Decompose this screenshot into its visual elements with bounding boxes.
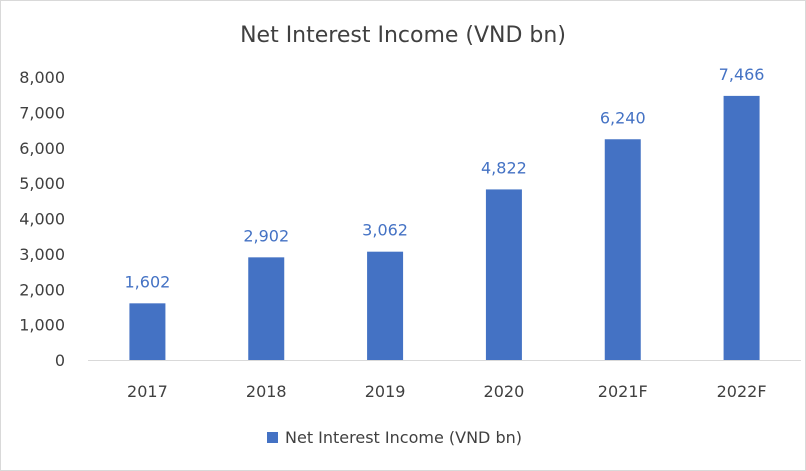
- legend-swatch: [267, 432, 278, 443]
- y-tick-label: 4,000: [19, 210, 65, 229]
- data-label: 2,902: [243, 226, 289, 245]
- bar: [723, 95, 760, 360]
- x-axis: 2017 2018 2019 2020 2021F 2022F: [127, 382, 766, 401]
- bar: [604, 139, 641, 360]
- bar: [485, 189, 522, 360]
- data-label: 3,062: [362, 221, 408, 240]
- chart-title: Net Interest Income (VND bn): [240, 23, 566, 48]
- bar: [248, 257, 285, 360]
- bar: [367, 251, 404, 360]
- y-tick-label: 8,000: [19, 68, 65, 87]
- data-label: 7,466: [719, 65, 765, 84]
- data-label: 6,240: [600, 108, 646, 127]
- legend: Net Interest Income (VND bn): [267, 428, 522, 447]
- y-tick-label: 5,000: [19, 174, 65, 193]
- data-label: 4,822: [481, 158, 527, 177]
- x-tick-label: 2018: [246, 382, 287, 401]
- y-tick-label: 0: [55, 351, 65, 370]
- x-tick-label: 2022F: [717, 382, 767, 401]
- x-tick-label: 2019: [365, 382, 406, 401]
- legend-label: Net Interest Income (VND bn): [285, 428, 522, 447]
- x-tick-label: 2021F: [598, 382, 648, 401]
- y-tick-label: 3,000: [19, 245, 65, 264]
- data-labels: 1,602 2,902 3,062 4,822 6,240 7,466: [125, 65, 765, 291]
- data-label: 1,602: [125, 272, 171, 291]
- y-tick-label: 7,000: [19, 103, 65, 122]
- y-tick-label: 6,000: [19, 139, 65, 158]
- y-axis: 0 1,000 2,000 3,000 4,000 5,000 6,000 7,000 8,00…: [19, 68, 65, 370]
- x-tick-label: 2017: [127, 382, 168, 401]
- y-tick-label: 1,000: [19, 316, 65, 335]
- y-tick-label: 2,000: [19, 280, 65, 299]
- bars: [129, 95, 760, 360]
- x-tick-label: 2020: [484, 382, 525, 401]
- bar: [129, 303, 166, 360]
